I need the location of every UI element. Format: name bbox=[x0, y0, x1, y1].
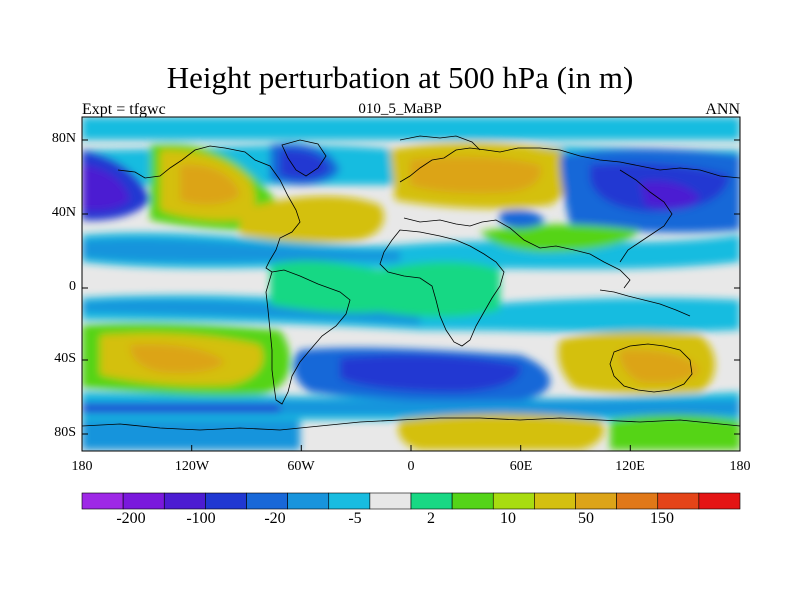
colorbar-cell-3 bbox=[205, 492, 247, 510]
x-tick-label-180w: 180 bbox=[71, 459, 93, 474]
east-pacific-deep bbox=[82, 165, 130, 211]
x-tick-label-120e: 120E bbox=[615, 459, 645, 474]
colorbar-cell-4 bbox=[246, 492, 288, 510]
colorbar-cell-11 bbox=[534, 492, 576, 510]
colorbar-cell-14 bbox=[657, 492, 700, 510]
far-south-band-deep bbox=[82, 405, 280, 412]
colorbar bbox=[81, 492, 741, 510]
x-tick-label-0: 0 bbox=[407, 459, 415, 474]
colorbar-cell-7 bbox=[369, 492, 412, 510]
colorbar-cell-9 bbox=[451, 492, 494, 510]
antarctic-east-positive bbox=[610, 414, 740, 450]
colorbar-cell-5 bbox=[287, 492, 330, 510]
experiment-label: Expt = tfgwc bbox=[82, 101, 166, 118]
coastline-south-america bbox=[265, 269, 351, 405]
colorbar-cell-1 bbox=[122, 492, 165, 510]
coastline-antarctica bbox=[82, 417, 740, 431]
coastline-europe bbox=[399, 147, 740, 183]
colorbar-cell-8 bbox=[410, 492, 453, 510]
coastline-arctic-islands bbox=[399, 135, 481, 151]
coastline-indonesia bbox=[599, 289, 691, 317]
colorbar-cell-10 bbox=[492, 492, 535, 510]
x-tick-label-180e: 180 bbox=[729, 459, 751, 474]
colorbar-cell-13 bbox=[616, 492, 659, 510]
coastline-greenland bbox=[281, 139, 327, 177]
y-tick-label-80n: 80N bbox=[51, 131, 76, 146]
south-america-peak bbox=[130, 344, 225, 374]
map-title: Height perturbation at 500 hPa (in m) bbox=[166, 60, 634, 95]
south-band-blue bbox=[82, 299, 420, 325]
colorbar-cell-12 bbox=[575, 492, 617, 510]
coastline-mediterranean bbox=[403, 217, 631, 289]
south-atlantic-deep bbox=[340, 354, 521, 392]
colorbar-label-50: 50 bbox=[578, 510, 594, 527]
tropical-green-patch bbox=[270, 260, 500, 317]
antarctic-west-blue bbox=[82, 420, 300, 450]
season-label: ANN bbox=[705, 101, 740, 118]
y-tick-label-40s: 40S bbox=[54, 351, 76, 366]
colorbar-label-minus-100: -100 bbox=[186, 510, 216, 527]
colorbar-label-minus-5: -5 bbox=[348, 510, 362, 527]
period-label: 010_5_MaBP bbox=[358, 101, 442, 117]
colorbar-label-minus-20: -20 bbox=[264, 510, 286, 527]
y-tick-label-0: 0 bbox=[69, 279, 76, 294]
tropical-band-blue bbox=[82, 238, 400, 263]
colorbar-label-2: 2 bbox=[427, 510, 435, 527]
colorbar-cell-2 bbox=[163, 492, 206, 510]
colorbar-label-10: 10 bbox=[500, 510, 516, 527]
colorbar-cell-0 bbox=[81, 492, 124, 510]
antarctic-positive bbox=[398, 414, 604, 450]
north-pole-blue bbox=[82, 117, 740, 140]
coastline-asia-east bbox=[619, 169, 673, 263]
x-tick-label-60w: 60W bbox=[287, 459, 315, 474]
coastline-north-america bbox=[117, 145, 301, 273]
y-tick-label-40n: 40N bbox=[51, 205, 76, 220]
coastline-africa bbox=[379, 229, 505, 347]
asia-deepest bbox=[640, 180, 700, 210]
x-tick-label-120w: 120W bbox=[174, 459, 210, 474]
europe-peak bbox=[410, 156, 541, 194]
coastlines bbox=[82, 135, 740, 431]
colorbar-label-minus-200: -200 bbox=[116, 510, 146, 527]
indian-ocean-peak bbox=[619, 349, 700, 384]
tick-marks bbox=[81, 139, 741, 451]
colorbar-cell-6 bbox=[328, 492, 371, 510]
y-tick-label-80s: 80S bbox=[54, 425, 76, 440]
x-tick-label-60e: 60E bbox=[509, 459, 533, 474]
north-america-peak bbox=[180, 164, 240, 205]
colorbar-label-150: 150 bbox=[650, 510, 674, 527]
mid-asia-positive bbox=[480, 224, 640, 252]
atlantic-deep bbox=[280, 149, 330, 180]
central-pacific-blue bbox=[500, 210, 545, 228]
coastline-australia bbox=[609, 343, 693, 393]
atlantic-positive bbox=[240, 195, 384, 243]
colorbar-cell-15 bbox=[698, 492, 741, 510]
contour-fill-layer bbox=[82, 117, 740, 451]
